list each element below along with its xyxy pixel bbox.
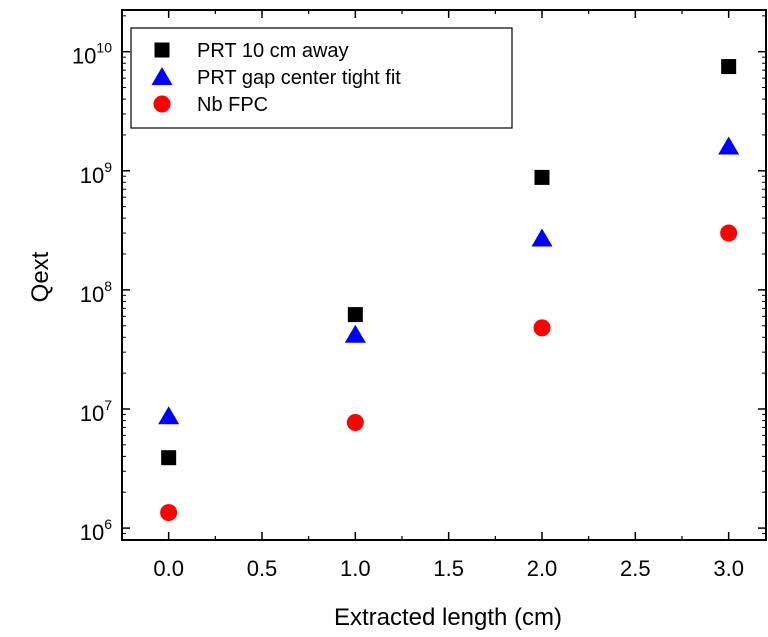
- y-tick-label: 108: [80, 278, 112, 307]
- triangle-data-point: [158, 406, 180, 425]
- x-tick-label: 0.0: [153, 556, 184, 581]
- legend-triangle-icon: [151, 67, 173, 85]
- square-data-point: [161, 450, 177, 466]
- circle-data-point: [160, 504, 178, 522]
- legend-label: PRT gap center tight fit: [197, 67, 401, 89]
- triangle-data-point: [344, 324, 366, 343]
- y-tick-label: 106: [80, 516, 112, 545]
- triangle-data-point: [531, 228, 553, 247]
- y-tick-label: 109: [80, 159, 112, 188]
- x-tick-label: 1.0: [340, 556, 371, 581]
- legend-label: PRT 10 cm away: [197, 40, 349, 62]
- y-tick-label: 107: [80, 397, 112, 426]
- legend-label: Nb FPC: [197, 94, 268, 116]
- y-axis-label: Qext: [27, 251, 54, 302]
- x-tick-label: 0.5: [247, 556, 278, 581]
- square-data-point: [347, 307, 363, 323]
- circle-data-point: [720, 224, 738, 242]
- legend-circle-icon: [153, 95, 171, 113]
- ticks-layer: 0.0 0.5 1.0 1.5 2.0 2.5 3.0 106 107 108 109 1010: [72, 10, 766, 581]
- triangle-data-point: [718, 136, 740, 155]
- x-tick-label: 2.0: [527, 556, 558, 581]
- x-tick-label: 2.5: [620, 556, 651, 581]
- data-marks: [158, 59, 740, 522]
- y-tick-label: 1010: [72, 40, 112, 69]
- legend-box: [130, 27, 513, 129]
- x-tick-label: 3.0: [713, 556, 744, 581]
- legend: PRT 10 cm away PRT gap center tight fit Nb…: [130, 27, 513, 129]
- x-axis-label: Extracted length (cm): [334, 604, 562, 631]
- legend-square-icon: [154, 42, 170, 58]
- circle-data-point: [346, 414, 364, 432]
- circle-data-point: [533, 319, 551, 337]
- square-data-point: [721, 59, 737, 75]
- square-data-point: [534, 169, 550, 185]
- x-tick-label: 1.5: [433, 556, 464, 581]
- plot-frame: [121, 9, 767, 541]
